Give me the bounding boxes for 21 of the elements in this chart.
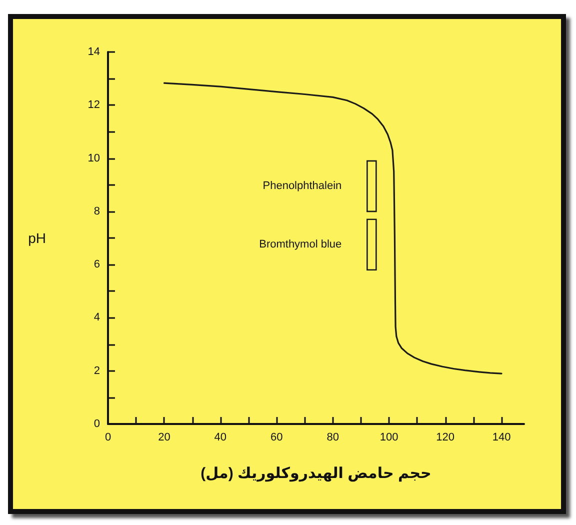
x-tick-label: 60: [270, 432, 283, 444]
line-series: [163, 82, 502, 374]
x-tick-label: 20: [158, 432, 170, 444]
y-tick-label: 0: [94, 418, 100, 430]
x-tick-label: 140: [492, 432, 511, 444]
y-tick-label: 10: [88, 152, 100, 164]
y-tick-label: 4: [94, 312, 100, 324]
annotation: Phenolphthalein: [262, 180, 342, 192]
y-tick-label: 2: [94, 364, 100, 377]
x-tick-label: 80: [326, 432, 339, 444]
y-tick-label: 6: [94, 258, 100, 271]
annotation: Bromthymol blue: [259, 238, 342, 251]
y-tick-label: 8: [94, 205, 100, 218]
x-tick-label: 100: [380, 432, 398, 444]
x-tick-label: 40: [214, 432, 227, 444]
y-axis-title: pH: [28, 230, 46, 246]
x-tick-label: 120: [436, 432, 454, 444]
x-tick-label: 0: [104, 432, 112, 444]
y-tick-label: 14: [88, 46, 100, 58]
y-tick-label: 12: [88, 99, 100, 112]
x-axis-title: حجم حامض الهيدروكلوريك (مل): [200, 465, 432, 482]
